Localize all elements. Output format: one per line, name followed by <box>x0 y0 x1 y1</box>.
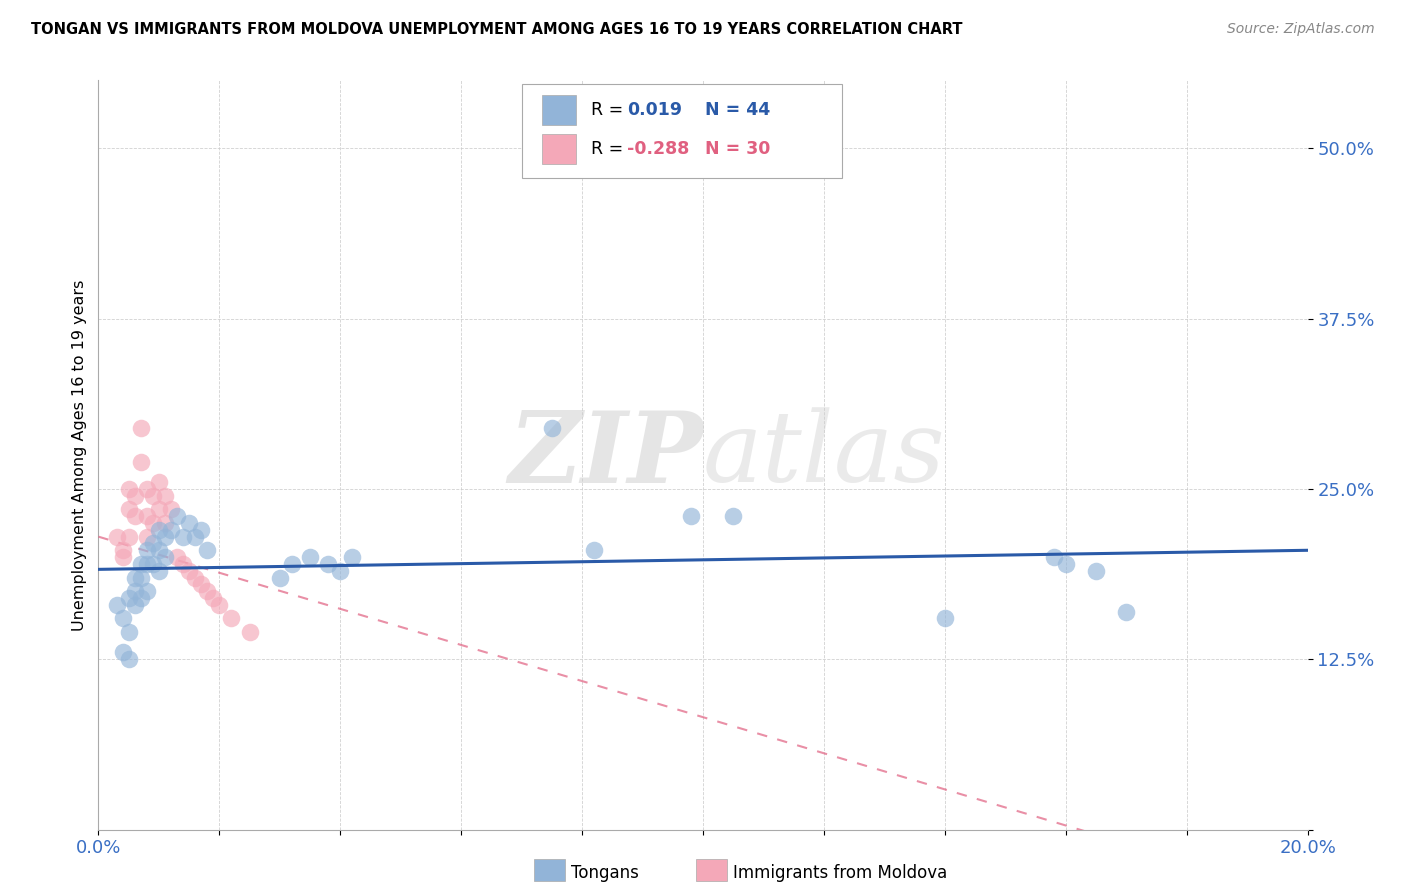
Point <box>118 652 141 666</box>
Point <box>142 557 165 571</box>
Point <box>148 543 170 558</box>
FancyBboxPatch shape <box>543 134 576 164</box>
Text: TONGAN VS IMMIGRANTS FROM MOLDOVA UNEMPLOYMENT AMONG AGES 16 TO 19 YEARS CORRELA: TONGAN VS IMMIGRANTS FROM MOLDOVA UNEMPL… <box>31 22 963 37</box>
Text: Tongans: Tongans <box>571 864 638 882</box>
Point <box>153 516 176 530</box>
Point <box>135 584 157 599</box>
Point <box>160 502 183 516</box>
Point <box>342 550 364 565</box>
Point <box>148 523 170 537</box>
Text: Immigrants from Moldova: Immigrants from Moldova <box>733 864 946 882</box>
Text: atlas: atlas <box>703 408 946 502</box>
Point <box>679 509 702 524</box>
Y-axis label: Unemployment Among Ages 16 to 19 years: Unemployment Among Ages 16 to 19 years <box>72 279 87 631</box>
Point <box>129 420 152 434</box>
Point <box>118 502 141 516</box>
Point <box>184 530 207 544</box>
Point <box>195 543 218 558</box>
Point <box>221 611 243 625</box>
Point <box>129 570 152 584</box>
Point <box>148 564 170 578</box>
Point <box>135 482 157 496</box>
Point <box>129 591 152 605</box>
Point <box>135 543 157 558</box>
Point <box>329 564 352 578</box>
Text: -0.288: -0.288 <box>627 140 689 158</box>
Point <box>190 523 212 537</box>
Point <box>105 598 128 612</box>
Point <box>142 489 165 503</box>
Text: N = 30: N = 30 <box>706 140 770 158</box>
Point <box>118 482 141 496</box>
Point <box>239 625 262 640</box>
Point <box>190 577 212 591</box>
Point <box>124 598 146 612</box>
Point <box>172 557 194 571</box>
Point <box>148 475 170 490</box>
Point <box>179 564 201 578</box>
Point <box>153 550 176 565</box>
Point <box>583 543 606 558</box>
Point <box>153 489 176 503</box>
Point <box>148 502 170 516</box>
FancyBboxPatch shape <box>543 95 576 125</box>
Point <box>1042 550 1064 565</box>
Point <box>111 550 134 565</box>
Point <box>142 516 165 530</box>
Point <box>184 570 207 584</box>
Text: R =: R = <box>591 102 628 120</box>
Point <box>540 420 562 434</box>
Point <box>172 530 194 544</box>
Text: ZIP: ZIP <box>508 407 703 503</box>
Point <box>179 516 201 530</box>
Point <box>105 530 128 544</box>
Point <box>118 591 141 605</box>
Point <box>111 543 134 558</box>
Point <box>142 536 165 550</box>
Point <box>124 489 146 503</box>
Point <box>111 611 134 625</box>
Point <box>135 509 157 524</box>
Point <box>124 570 146 584</box>
Point <box>166 509 188 524</box>
Text: R =: R = <box>591 140 628 158</box>
Point <box>202 591 225 605</box>
Point <box>281 557 304 571</box>
Point <box>723 509 745 524</box>
Point <box>166 550 188 565</box>
Text: 0.019: 0.019 <box>627 102 682 120</box>
Point <box>153 530 176 544</box>
FancyBboxPatch shape <box>522 84 842 178</box>
Text: N = 44: N = 44 <box>706 102 770 120</box>
Point <box>316 557 339 571</box>
Point <box>1054 557 1077 571</box>
Point <box>269 570 291 584</box>
Point <box>111 645 134 659</box>
Point <box>934 611 956 625</box>
Point <box>135 530 157 544</box>
Point <box>129 455 152 469</box>
Point <box>118 530 141 544</box>
Point <box>129 557 152 571</box>
Text: Source: ZipAtlas.com: Source: ZipAtlas.com <box>1227 22 1375 37</box>
Point <box>124 509 146 524</box>
Point <box>160 523 183 537</box>
Point <box>208 598 231 612</box>
Point <box>124 584 146 599</box>
Point <box>1115 605 1137 619</box>
Point <box>1085 564 1108 578</box>
Point <box>135 557 157 571</box>
Point <box>195 584 218 599</box>
Point <box>118 625 141 640</box>
Point <box>299 550 322 565</box>
